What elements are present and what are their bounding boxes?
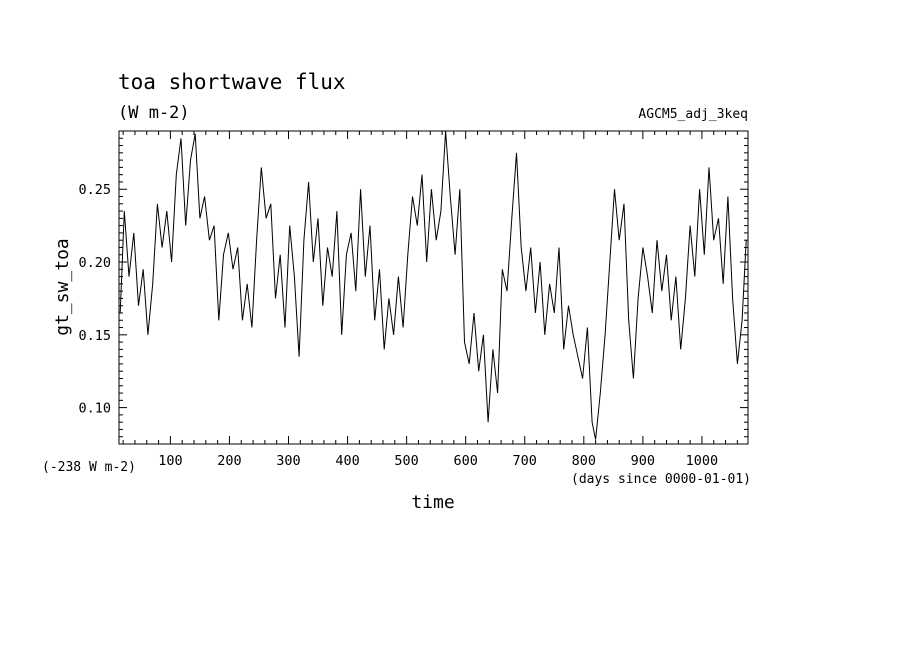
y-tick-label: 0.20 [78,255,111,271]
y-tick-label: 0.25 [78,182,111,198]
x-tick-label: 600 [453,453,477,469]
plot-frame [118,130,749,445]
x-tick-label: 300 [276,453,300,469]
x-axis-units: (days since 0000-01-01) [571,472,751,487]
x-tick-label: 500 [394,453,418,469]
x-tick-label: 100 [158,453,182,469]
x-axis: 100 200 300 400 500 600 700 800 900 1000 [122,131,738,469]
chart-title: toa shortwave flux [118,70,346,94]
x-tick-label: 900 [631,453,655,469]
series-line [119,130,747,440]
chart-units: (W m-2) [118,103,190,123]
y-tick-label: 0.10 [78,401,111,417]
x-tick-label: 800 [572,453,596,469]
experiment-label: AGCM5_adj_3keq [638,107,748,122]
x-tick-label: 700 [513,453,537,469]
y-tick-label: 0.15 [78,328,111,344]
offset-label: (-238 W m-2) [42,460,136,475]
x-axis-label: time [411,492,454,513]
y-axis-label: gt_sw_toa [52,238,73,336]
x-tick-label: 1000 [686,453,719,469]
x-tick-label: 400 [335,453,359,469]
y-axis: 0.25 0.20 0.15 0.10 [78,137,748,438]
x-tick-label: 200 [217,453,241,469]
